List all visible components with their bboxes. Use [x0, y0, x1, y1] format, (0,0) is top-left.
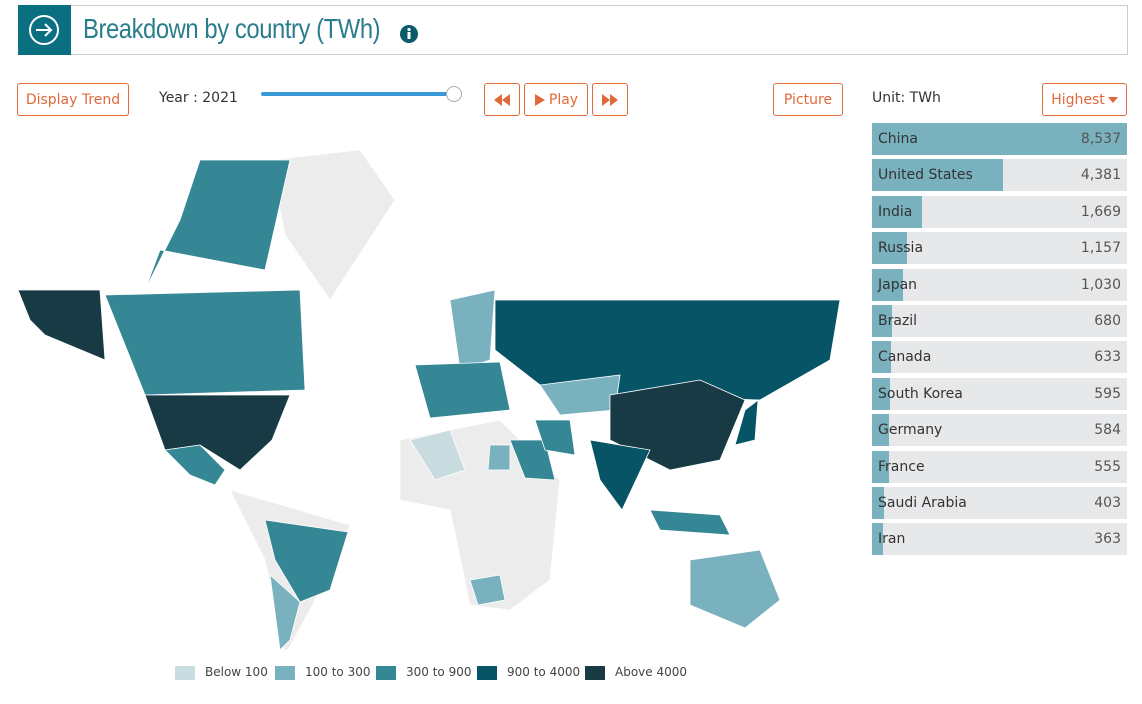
- egypt: [487, 444, 511, 471]
- algeria: [409, 429, 466, 481]
- ranking-bar: [872, 305, 893, 337]
- value-label: 633: [1094, 349, 1121, 366]
- forward-button[interactable]: [592, 83, 628, 116]
- ranking-bar: [872, 268, 903, 301]
- sort-button[interactable]: Highest: [1042, 83, 1127, 116]
- canada-islands: [144, 159, 291, 291]
- play-button[interactable]: Play: [524, 83, 588, 116]
- ranking-row: Japan 1,030: [872, 268, 1127, 301]
- china: [609, 379, 746, 471]
- alaska: [17, 289, 106, 361]
- mexico: [164, 444, 226, 486]
- play-label: Play: [548, 91, 579, 108]
- value-label: 1,157: [1080, 240, 1121, 257]
- header-title: Breakdown by country (TWh): [83, 13, 381, 44]
- legend-label: 100 to 300: [305, 665, 371, 679]
- year-slider[interactable]: [261, 92, 455, 96]
- arrow-icon: [29, 15, 59, 45]
- header: Breakdown by country (TWh): [18, 5, 1128, 55]
- slider-knob[interactable]: [446, 86, 462, 102]
- legend-label: 900 to 4000: [507, 665, 581, 679]
- canada: [104, 289, 306, 396]
- header-icon: [18, 5, 71, 55]
- value-label: 4,381: [1080, 167, 1121, 184]
- ranking-bar: [872, 523, 883, 556]
- iran: [534, 419, 576, 456]
- country-name: United States: [878, 167, 973, 184]
- australia: [689, 549, 781, 629]
- ranking-bar: [872, 195, 922, 228]
- scandinavia: [449, 289, 496, 371]
- ranking-bar: [872, 450, 889, 483]
- legend-swatch: [376, 666, 396, 680]
- legend-swatch: [275, 666, 295, 680]
- value-label: 1,030: [1080, 276, 1121, 293]
- saudi-arabia: [509, 439, 556, 481]
- value-label: 555: [1094, 458, 1121, 475]
- country-name: Germany: [878, 422, 943, 439]
- country-name: South Korea: [878, 385, 963, 402]
- world-map: [17, 149, 841, 650]
- legend-label: Above 4000: [615, 665, 688, 679]
- unit-label: Unit: TWh: [872, 90, 941, 106]
- ranking-bar: [872, 377, 890, 410]
- legend-swatch: [585, 666, 605, 680]
- value-label: 595: [1094, 385, 1121, 402]
- value-label: 680: [1094, 313, 1121, 329]
- value-label: 363: [1094, 531, 1121, 548]
- ranking-row: Germany 584: [872, 414, 1127, 447]
- sort-label: Highest: [1051, 91, 1105, 108]
- value-label: 8,537: [1080, 131, 1121, 147]
- country-name: India: [878, 203, 913, 220]
- ranking-row: India 1,669: [872, 195, 1127, 228]
- legend-swatch: [175, 666, 195, 680]
- south-africa: [469, 574, 506, 606]
- europe: [414, 361, 511, 419]
- greenland: [269, 149, 396, 301]
- country-name: France: [878, 458, 925, 475]
- ranking-row: Russia 1,157: [872, 232, 1127, 265]
- ranking-bar: [872, 232, 907, 265]
- display-trend-button[interactable]: Display Trend: [17, 83, 129, 116]
- ranking-row: Saudi Arabia 403: [872, 487, 1127, 519]
- value-label: 584: [1094, 422, 1121, 439]
- legend-swatch: [477, 666, 497, 680]
- country-name: Brazil: [878, 313, 918, 329]
- japan: [734, 399, 759, 446]
- country-name: Japan: [878, 276, 918, 293]
- value-label: 403: [1094, 495, 1121, 511]
- info-icon[interactable]: [399, 24, 419, 44]
- ranking-row: Iran 363: [872, 523, 1127, 556]
- value-label: 1,669: [1080, 203, 1121, 220]
- legend-label: 300 to 900: [406, 665, 472, 679]
- ranking-bar: [872, 487, 885, 519]
- ranking-row: South Korea 595: [872, 377, 1127, 410]
- country-name: Iran: [878, 531, 906, 548]
- ranking-bar: [872, 159, 1003, 192]
- ranking-bar: [872, 414, 890, 447]
- country-name: Saudi Arabia: [878, 495, 967, 511]
- ranking-bar: [872, 341, 891, 374]
- argentina: [269, 573, 301, 650]
- ranking-row: United States 4,381: [872, 159, 1127, 192]
- indonesia: [649, 509, 731, 536]
- ranking-row: Canada 633: [872, 341, 1127, 374]
- country-name: Canada: [878, 349, 932, 366]
- brazil: [264, 519, 349, 603]
- ranking-row: Brazil 680: [872, 305, 1127, 337]
- legend-label: Below 100: [205, 665, 268, 679]
- usa: [144, 394, 291, 471]
- ranking-row: France 555: [872, 450, 1127, 483]
- ranking-row: China 8,537: [872, 123, 1127, 155]
- picture-button[interactable]: Picture: [773, 83, 843, 116]
- rewind-button[interactable]: [484, 83, 520, 116]
- country-name: China: [878, 131, 918, 147]
- india: [589, 439, 651, 511]
- country-name: Russia: [878, 240, 924, 257]
- year-label: Year : 2021: [159, 90, 238, 106]
- ranking-bar: [872, 123, 1127, 155]
